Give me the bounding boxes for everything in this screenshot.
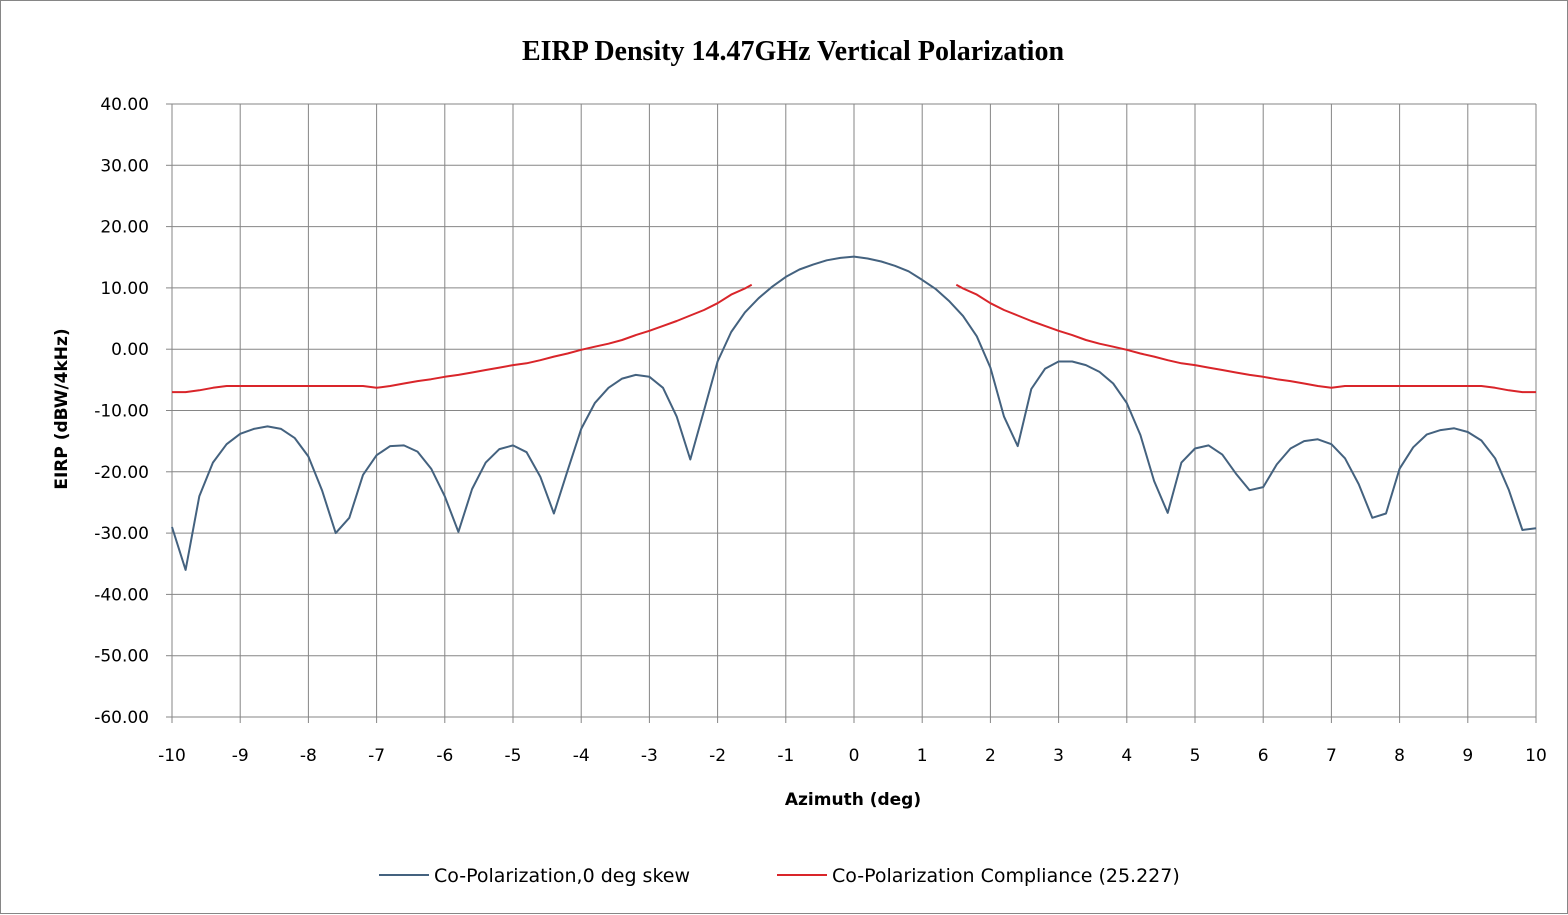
- legend-label-compliance: Co-Polarization Compliance (25.227): [832, 865, 1180, 887]
- x-tick-label: -8: [300, 746, 317, 766]
- x-axis-ticks: -10 -9 -8 -7 -6 -5 -4 -3 -2 -1 0 1 2 3 4 5 6 7 8 9 10: [158, 746, 1547, 766]
- x-tick-label: 0: [849, 746, 860, 766]
- x-tick-label: -2: [709, 746, 726, 766]
- x-tick-label: -1: [777, 746, 794, 766]
- x-tick-label: -3: [641, 746, 658, 766]
- x-tick-label: 3: [1053, 746, 1064, 766]
- x-tick-label: 5: [1190, 746, 1201, 766]
- y-axis-ticks: 40.00 30.00 20.00 10.00 0.00 -10.00 -20.00 -30.…: [94, 95, 149, 728]
- x-tick-label: -4: [573, 746, 590, 766]
- y-tick-label: -40.00: [94, 585, 149, 605]
- series-layer: [171, 255, 1537, 571]
- y-tick-label: 20.00: [100, 218, 149, 238]
- x-tick-label: 8: [1394, 746, 1405, 766]
- x-tick-label: 1: [917, 746, 928, 766]
- y-tick-label: -30.00: [94, 524, 149, 544]
- x-tick-label: 6: [1258, 746, 1269, 766]
- x-tick-label: 4: [1121, 746, 1132, 766]
- y-tick-label: 0.00: [111, 340, 149, 360]
- legend-label-co-polarization: Co-Polarization,0 deg skew: [434, 865, 690, 887]
- y-tick-label: -50.00: [94, 647, 149, 667]
- series-line-co-polarization: [171, 255, 1537, 571]
- y-tick-label: -10.00: [94, 402, 149, 422]
- y-tick-label: -20.00: [94, 463, 149, 483]
- x-tick-label: -10: [158, 746, 186, 766]
- series-line-compliance: [172, 283, 753, 394]
- x-axis-label: Azimuth (deg): [785, 790, 921, 810]
- y-tick-label: 30.00: [100, 156, 149, 176]
- y-tick-label: 40.00: [100, 95, 149, 115]
- x-tick-label: -5: [505, 746, 522, 766]
- x-tick-label: -7: [368, 746, 385, 766]
- y-axis-label: EIRP (dBW/4kHz): [52, 328, 72, 489]
- x-tick-label: 7: [1326, 746, 1337, 766]
- y-tick-label: 10.00: [100, 279, 149, 299]
- y-tick-label: -60.00: [94, 708, 149, 728]
- x-tick-label: -9: [232, 746, 249, 766]
- series-line-compliance: [955, 283, 1536, 394]
- chart-title: EIRP Density 14.47GHz Vertical Polarizat…: [522, 36, 1064, 67]
- grid: [166, 103, 1537, 723]
- x-tick-label: 9: [1462, 746, 1473, 766]
- legend: Co-Polarization,0 deg skew Co-Polarizati…: [379, 865, 1180, 887]
- x-tick-label: 10: [1525, 746, 1547, 766]
- x-tick-label: 2: [985, 746, 996, 766]
- x-tick-label: -6: [436, 746, 453, 766]
